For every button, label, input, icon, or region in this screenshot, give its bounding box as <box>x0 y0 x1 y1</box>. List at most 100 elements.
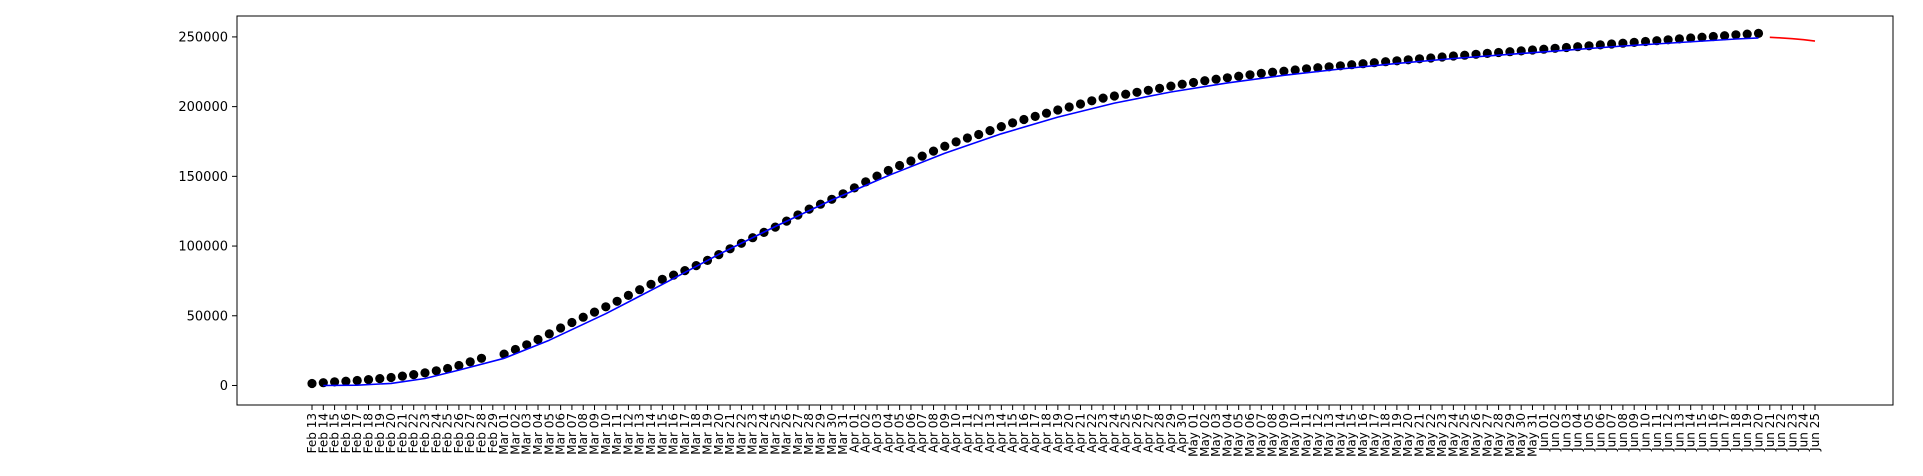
x-tick-label: Feb 20 <box>384 413 398 453</box>
data-point <box>1301 64 1312 74</box>
x-tick-label: Apr 08 <box>927 413 941 453</box>
x-tick-label: Feb 28 <box>475 413 489 453</box>
data-point <box>431 366 441 376</box>
x-tick-label: Jun 05 <box>1582 413 1596 452</box>
plot-frame <box>236 15 1894 406</box>
x-tick-label: Feb 16 <box>339 413 353 453</box>
data-point <box>1708 31 1718 42</box>
x-tick-label: May 25 <box>1458 413 1472 457</box>
x-tick-label: May 06 <box>1243 413 1257 457</box>
x-tick-label: Feb 15 <box>328 413 342 453</box>
x-tick-label: Apr 22 <box>1085 413 1099 453</box>
data-point <box>974 129 984 140</box>
x-tick-label: Jun 11 <box>1650 413 1664 452</box>
x-tick-label: Apr 21 <box>1073 413 1087 453</box>
data-point <box>612 296 622 306</box>
x-tick-label: Apr 17 <box>1028 413 1042 453</box>
x-tick-label: Feb 14 <box>316 413 330 453</box>
x-tick-label: Apr 10 <box>949 413 963 453</box>
data-point <box>1087 96 1097 106</box>
y-tick-label: 150000 <box>178 170 228 185</box>
x-tick-label: May 31 <box>1525 413 1539 457</box>
x-tick-label: Feb 13 <box>305 413 319 453</box>
data-point <box>533 334 543 345</box>
x-tick-label: Jun 15 <box>1695 413 1709 452</box>
data-point <box>567 317 577 328</box>
data-point <box>307 378 317 389</box>
x-tick-label: May 18 <box>1379 413 1393 457</box>
x-tick-label: Apr 05 <box>893 413 907 453</box>
x-tick-label: May 22 <box>1424 413 1438 457</box>
data-point <box>917 151 927 161</box>
x-tick-label: Feb 22 <box>407 413 421 453</box>
x-tick-label: Apr 20 <box>1062 413 1076 453</box>
x-tick-label: Jun 09 <box>1627 413 1641 452</box>
x-tick-label: Apr 01 <box>847 413 861 453</box>
x-tick-label: Jun 10 <box>1638 413 1652 452</box>
x-tick-label: Mar 27 <box>791 413 805 455</box>
x-tick-label: Feb 27 <box>463 413 477 453</box>
x-tick-label: Jun 19 <box>1740 413 1754 452</box>
x-tick-label: Feb 23 <box>418 413 432 453</box>
x-tick-label: Apr 12 <box>972 413 986 453</box>
x-tick-label: Mar 19 <box>701 413 715 455</box>
data-point <box>454 360 464 371</box>
data-point <box>1075 99 1086 109</box>
data-point <box>1166 81 1176 91</box>
data-point <box>1313 63 1323 73</box>
y-tick-label: 100000 <box>178 240 228 255</box>
data-point <box>1720 31 1730 41</box>
x-tick-label: May 02 <box>1198 413 1212 457</box>
data-point <box>499 349 509 359</box>
x-tick-label: Apr 16 <box>1017 413 1031 453</box>
data-point <box>1742 29 1752 39</box>
x-tick-label: May 07 <box>1254 413 1268 457</box>
x-tick-label: Jun 08 <box>1616 413 1630 452</box>
x-tick-label: Mar 31 <box>836 413 850 455</box>
fit-line <box>323 37 1759 387</box>
x-tick-label: Apr 26 <box>1130 413 1144 453</box>
x-tick-label: Feb 29 <box>486 413 500 453</box>
data-point <box>601 302 611 312</box>
x-tick-label: Apr 18 <box>1040 413 1054 453</box>
x-tick-label: May 23 <box>1435 413 1449 457</box>
data-point <box>872 171 882 181</box>
x-tick-label: Apr 13 <box>983 413 997 453</box>
data-point <box>1132 87 1142 97</box>
x-tick-label: Mar 10 <box>599 413 613 455</box>
x-tick-label: May 10 <box>1288 413 1302 457</box>
data-point <box>1279 66 1289 76</box>
x-tick-label: Mar 30 <box>825 413 839 455</box>
x-tick-label: Jun 17 <box>1718 413 1732 452</box>
x-tick-label: Mar 21 <box>723 413 737 455</box>
data-point <box>1211 74 1221 84</box>
data-point <box>1290 65 1300 75</box>
data-point <box>1663 35 1673 45</box>
x-tick-label: Apr 09 <box>938 413 952 453</box>
data-point <box>895 160 905 171</box>
x-tick-label: Apr 04 <box>881 413 895 453</box>
x-tick-label: May 21 <box>1412 413 1426 457</box>
x-tick-label: Mar 20 <box>712 413 726 455</box>
data-point <box>578 312 588 322</box>
x-tick-label: Mar 15 <box>655 413 669 455</box>
data-point <box>657 274 667 284</box>
x-tick-label: May 17 <box>1367 413 1381 457</box>
x-tick-label: Feb 18 <box>362 413 376 453</box>
data-point <box>1222 73 1232 83</box>
data-point <box>1245 70 1255 80</box>
x-tick-label: May 15 <box>1345 413 1359 457</box>
x-tick-label: May 27 <box>1480 413 1494 457</box>
x-tick-label: May 19 <box>1390 413 1404 457</box>
data-point <box>443 363 453 374</box>
x-tick-label: May 20 <box>1401 413 1415 457</box>
data-point <box>363 375 374 385</box>
series-layer <box>307 28 1816 389</box>
x-tick-label: Apr 27 <box>1141 413 1155 453</box>
data-point <box>962 133 973 143</box>
x-tick-label: Apr 30 <box>1175 413 1189 453</box>
y-tick-label: 200000 <box>178 100 228 115</box>
x-tick-label: Apr 11 <box>960 413 974 453</box>
x-tick-label: Apr 19 <box>1051 413 1065 453</box>
x-tick-label: Apr 24 <box>1107 413 1121 453</box>
